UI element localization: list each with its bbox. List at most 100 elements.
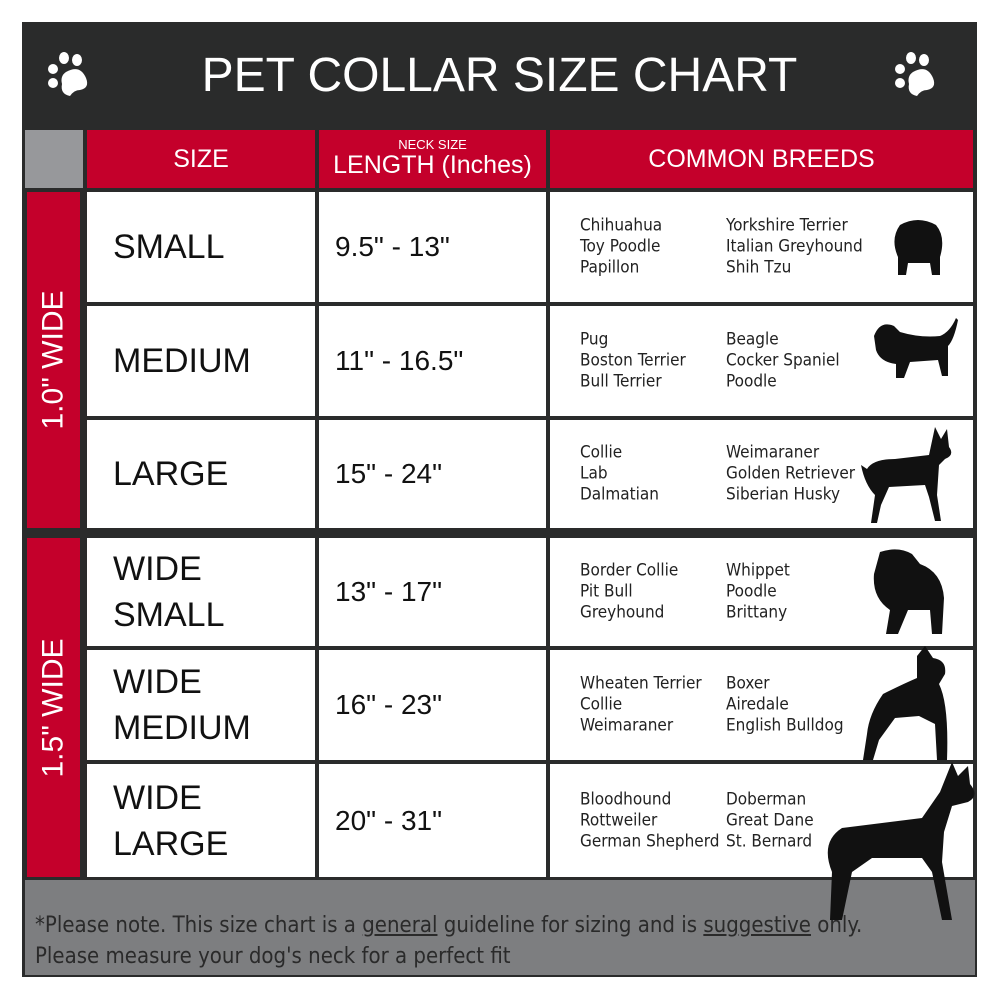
breed: Pit Bull [580,581,633,602]
breed: Pug [580,329,609,350]
header-neck-size: NECK SIZE [398,136,467,152]
paw-icon [48,52,88,96]
breed-list: Border Collie Pit Bull Greyhound [580,561,678,624]
breed-list: Collie Lab Dalmatian [580,443,659,506]
breed-list: Doberman Great Dane St. Bernard [726,789,814,852]
breed: Italian Greyhound [726,236,863,257]
size-label: SMALL [113,228,225,266]
breeds-cell: Collie Lab Dalmatian Weimaraner Golden Retri… [550,420,973,528]
table-row-size: MEDIUM [87,306,315,416]
length-value: 15" - 24" [335,458,443,489]
header-size: SIZE [87,130,315,188]
group-label: 1.0" WIDE [36,290,70,430]
note-underline: suggestive [703,913,811,938]
breeds-cell: Wheaten Terrier Collie Weimaraner Boxer Aire… [550,646,973,760]
neck-length: 20" - 31" [319,764,546,877]
group-band-1: 1.0" WIDE [27,192,80,528]
header-breeds-label: COMMON BREEDS [648,144,875,173]
breed: Yorkshire Terrier [726,215,848,236]
header-length: NECK SIZE LENGTH (Inches) [319,130,546,188]
paw-icon [895,52,935,96]
breeds-cell: Border Collie Pit Bull Greyhound Whippet Poo… [550,538,973,646]
header-breeds: COMMON BREEDS [550,130,973,188]
length-value: 9.5" - 13" [335,231,450,262]
footer-note: *Please note. This size chart is a gener… [25,880,975,975]
breed: Collie [580,442,623,463]
breed: Doberman [726,789,807,809]
breed: Rottweiler [580,810,658,830]
chart-title: PET COLLAR SIZE CHART [201,48,798,102]
table-row-size: WIDE MEDIUM [87,650,315,760]
breed: Poodle [726,581,777,602]
breed: Wheaten Terrier [580,673,702,694]
note-underline: general [362,913,438,938]
size-label: LARGE [113,455,229,493]
breed: Boxer [726,673,770,694]
breed: Weimaraner [580,715,674,736]
size-label: WIDE [113,663,202,701]
size-label: SMALL [113,596,225,634]
header-length-label: LENGTH (Inches) [333,150,532,179]
breed-list: Pug Boston Terrier Bull Terrier [580,330,686,393]
table-row-size: LARGE [87,420,315,528]
breeds-cell: Bloodhound Rottweiler German Shepherd Dober… [550,762,975,920]
length-value: 16" - 23" [335,689,443,720]
breed: Weimaraner [726,442,820,463]
breed: Beagle [726,329,779,350]
breed-list: Bloodhound Rottweiler German Shepherd [580,789,719,852]
table-row-size: SMALL [87,192,315,302]
breed: Brittany [726,602,788,623]
breed: Siberian Husky [726,484,841,505]
length-value: 11" - 16.5" [335,345,464,376]
breed-list: Wheaten Terrier Collie Weimaraner [580,674,702,737]
breed: Shih Tzu [726,257,792,278]
breed-list: Weimaraner Golden Retriever Siberian Husky [726,443,855,506]
breed: Toy Poodle [580,236,661,257]
breed: Airedale [726,694,789,715]
size-label: LARGE [113,824,229,863]
group-label: 1.5" WIDE [36,637,70,778]
neck-length: 15" - 24" [319,420,546,528]
header-corner [25,130,83,188]
breeds-cell: Chihuahua Toy Poodle Papillon Yorkshire Ter… [550,192,973,302]
size-label: MEDIUM [113,342,251,380]
breed: Bull Terrier [580,371,662,392]
header-size-label: SIZE [173,144,229,173]
size-label: WIDE [113,778,202,817]
breed: German Shepherd [580,831,720,851]
breed: Collie [580,694,623,715]
neck-length: 11" - 16.5" [319,306,546,416]
breed: Whippet [726,560,790,581]
breed: Border Collie [580,560,679,581]
length-value: 13" - 17" [335,576,443,607]
breed: Chihuahua [580,215,663,236]
size-label: MEDIUM [113,709,251,747]
group-band-2: 1.5" WIDE [27,538,80,877]
breed: Lab [580,463,608,484]
note-line2: Please measure your dog's neck for a per… [35,944,511,969]
breed: Papillon [580,257,640,278]
size-label: WIDE [113,550,202,588]
neck-length: 13" - 17" [319,538,546,646]
breed-list: Boxer Airedale English Bulldog [726,674,844,737]
breed-list: Chihuahua Toy Poodle Papillon [580,216,662,279]
breed: Bloodhound [580,789,672,809]
breed-list: Yorkshire Terrier Italian Greyhound Shih T… [726,216,863,279]
note-text: *Please note. This size chart is a [35,913,363,938]
breed: Poodle [726,371,777,392]
length-value: 20" - 31" [335,804,443,836]
breed: St. Bernard [726,831,813,851]
breed: Greyhound [580,602,665,623]
breed: Cocker Spaniel [726,350,840,371]
breed-list: Whippet Poodle Brittany [726,561,790,624]
breed: Boston Terrier [580,350,686,371]
breed: Golden Retriever [726,463,856,484]
breed: Dalmatian [580,484,659,505]
breeds-cell: Pug Boston Terrier Bull Terrier Beagle Cocke… [550,306,973,416]
note-text: guideline for sizing and is [437,913,704,938]
breed-list: Beagle Cocker Spaniel Poodle [726,330,840,393]
neck-length: 9.5" - 13" [319,192,546,302]
table-row-size: WIDE LARGE [87,764,315,877]
neck-length: 16" - 23" [319,650,546,760]
breed: Great Dane [726,810,814,830]
